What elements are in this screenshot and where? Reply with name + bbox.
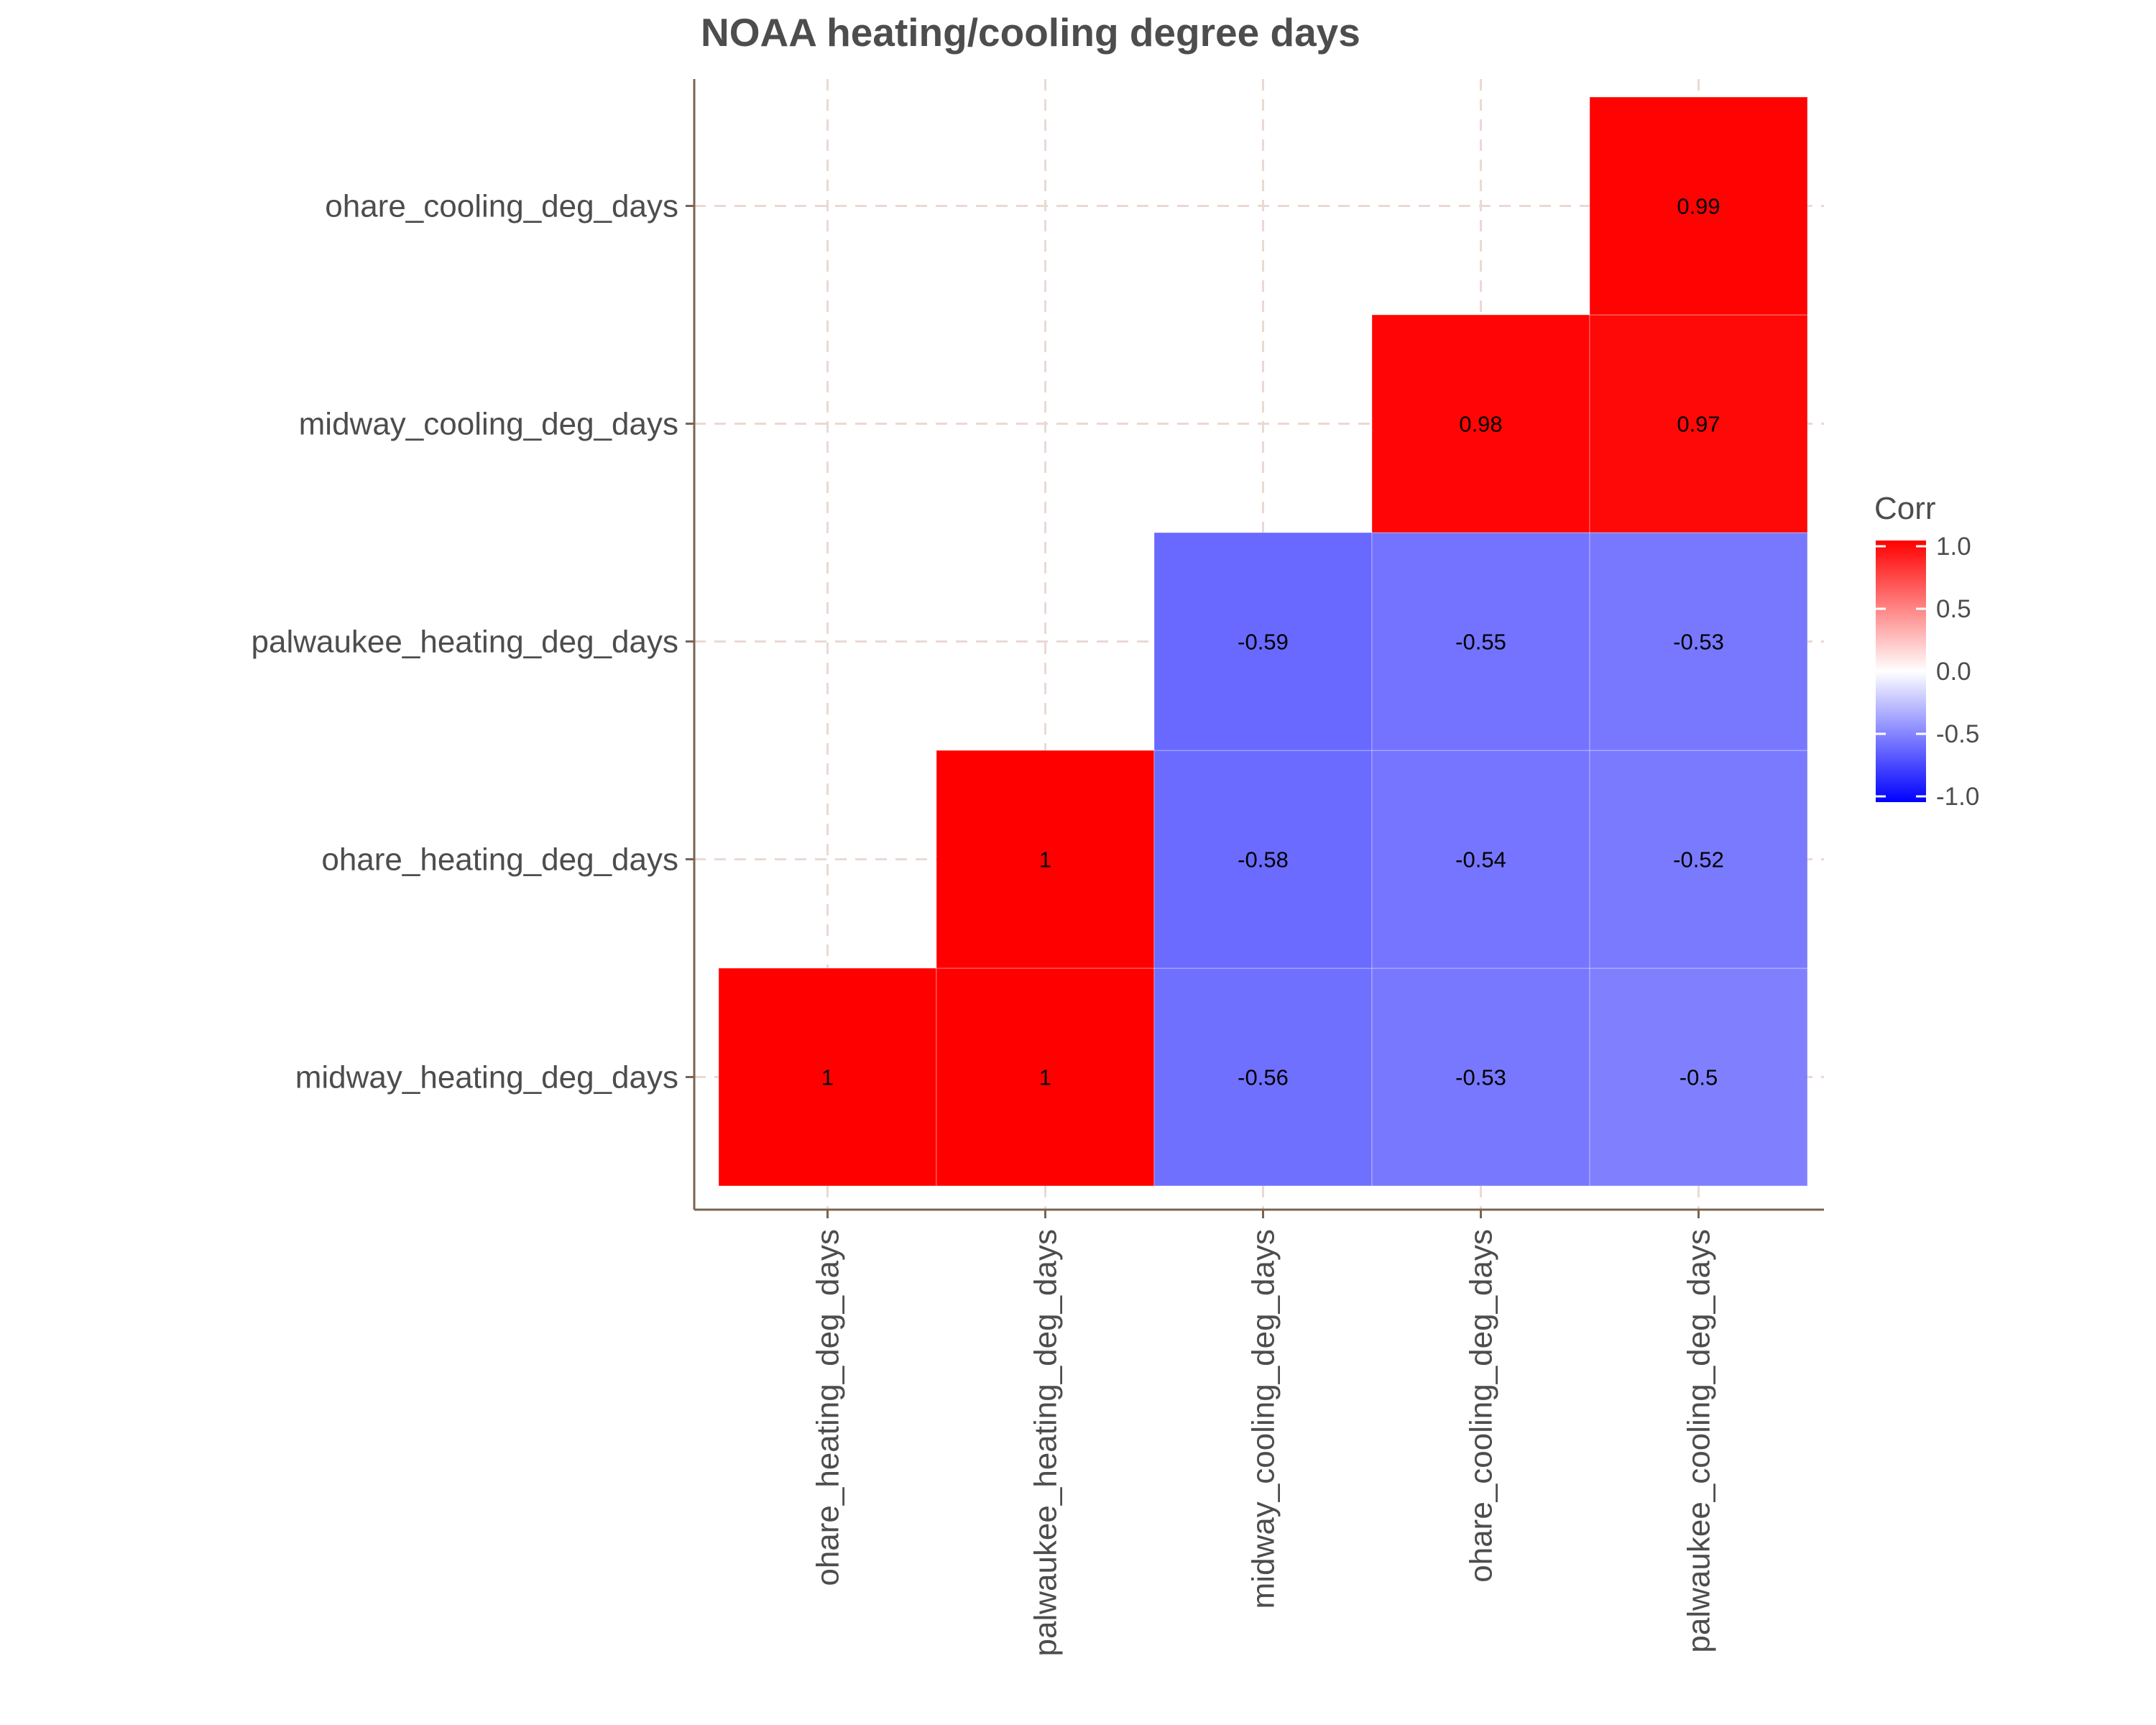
cell-value-label: -0.53 <box>1455 1065 1506 1090</box>
cell-value-label: -0.54 <box>1455 847 1506 873</box>
cell-value-label: 0.99 <box>1677 194 1720 219</box>
x-axis-tick-labels: ohare_heating_deg_days palwaukee_heating_… <box>811 1229 1717 1657</box>
cell-value-label: -0.5 <box>1680 1065 1718 1090</box>
cell-value-label: 1 <box>1039 1065 1051 1090</box>
cell-value-label: -0.53 <box>1673 630 1724 655</box>
cell-value-label: -0.55 <box>1455 630 1506 655</box>
heatmap-cell <box>1589 967 1808 1187</box>
heatmap-cell <box>936 967 1155 1187</box>
y-tick-label: midway_heating_deg_days <box>295 1060 678 1095</box>
legend: Corr 1.0 0.5 0.0 -0.5 -1.0 <box>1874 491 1979 811</box>
cell-value-label: -0.59 <box>1238 630 1289 655</box>
heatmap-cell <box>1589 96 1808 316</box>
heatmap-cell <box>1371 750 1590 969</box>
heatmap-cell <box>1371 532 1590 751</box>
cell-value-label: -0.56 <box>1238 1065 1289 1090</box>
y-tick-label: ohare_heating_deg_days <box>321 842 678 878</box>
heatmap-cells <box>718 96 1808 1187</box>
cell-value-label: 0.97 <box>1677 412 1720 437</box>
x-tick-label: ohare_cooling_deg_days <box>1464 1229 1499 1583</box>
x-tick-label: ohare_heating_deg_days <box>811 1229 846 1586</box>
legend-tick-label: 0.5 <box>1936 595 1971 623</box>
cell-labels: 1 1 -0.56 -0.53 -0.5 1 -0.58 -0.54 -0.52 -0.59 -0.… <box>821 194 1724 1090</box>
heatmap-cell <box>718 967 937 1187</box>
legend-tick-label: -0.5 <box>1936 720 1979 748</box>
legend-tick-label: 0.0 <box>1936 658 1971 686</box>
heatmap-cell <box>1589 532 1808 751</box>
cell-value-label: 1 <box>1039 847 1051 873</box>
heatmap-cell <box>1589 750 1808 969</box>
y-tick-label: midway_cooling_deg_days <box>299 407 678 442</box>
heatmap-cell <box>1589 314 1808 533</box>
legend-title: Corr <box>1874 491 1936 526</box>
legend-ticks: 1.0 0.5 0.0 -0.5 -1.0 <box>1876 533 1979 811</box>
heatmap-cell <box>936 750 1155 969</box>
heatmap-cell <box>1371 967 1590 1187</box>
heatmap-cell <box>1153 532 1373 751</box>
heatmap-cell <box>1153 967 1373 1187</box>
axes <box>686 79 1824 1218</box>
y-tick-label: palwaukee_heating_deg_days <box>252 625 679 660</box>
cell-value-label: -0.58 <box>1238 847 1289 873</box>
chart-title: NOAA heating/cooling degree days <box>701 10 1360 55</box>
heatmap-cell <box>1153 750 1373 969</box>
cell-value-label: 1 <box>821 1065 834 1090</box>
x-tick-label: midway_cooling_deg_days <box>1246 1229 1281 1609</box>
y-axis-tick-labels: midway_heating_deg_days ohare_heating_deg… <box>252 189 679 1095</box>
cell-value-label: 0.98 <box>1459 412 1502 437</box>
x-tick-label: palwaukee_heating_deg_days <box>1028 1229 1064 1657</box>
heatmap-cell <box>1371 314 1590 533</box>
x-tick-label: palwaukee_cooling_deg_days <box>1682 1229 1717 1653</box>
legend-tick-label: -1.0 <box>1936 783 1979 811</box>
y-tick-label: ohare_cooling_deg_days <box>325 189 678 224</box>
legend-tick-label: 1.0 <box>1936 533 1971 561</box>
cell-value-label: -0.52 <box>1673 847 1724 873</box>
